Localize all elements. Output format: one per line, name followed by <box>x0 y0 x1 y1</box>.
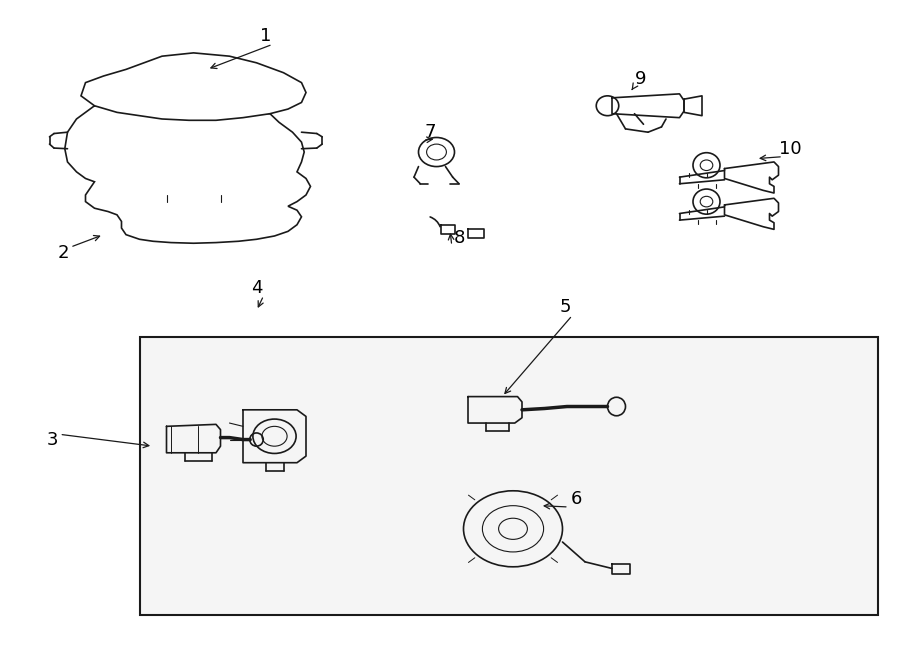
Text: 9: 9 <box>635 70 646 89</box>
Text: 10: 10 <box>778 139 802 158</box>
Text: 7: 7 <box>425 123 436 141</box>
Text: 6: 6 <box>571 490 581 508</box>
PathPatch shape <box>81 53 306 120</box>
Text: 5: 5 <box>560 298 571 317</box>
FancyBboxPatch shape <box>140 337 878 615</box>
Text: 4: 4 <box>251 278 262 297</box>
Text: 3: 3 <box>47 430 58 449</box>
Text: 8: 8 <box>454 229 464 247</box>
Text: 2: 2 <box>58 243 68 262</box>
Text: 1: 1 <box>260 27 271 46</box>
PathPatch shape <box>65 106 310 243</box>
